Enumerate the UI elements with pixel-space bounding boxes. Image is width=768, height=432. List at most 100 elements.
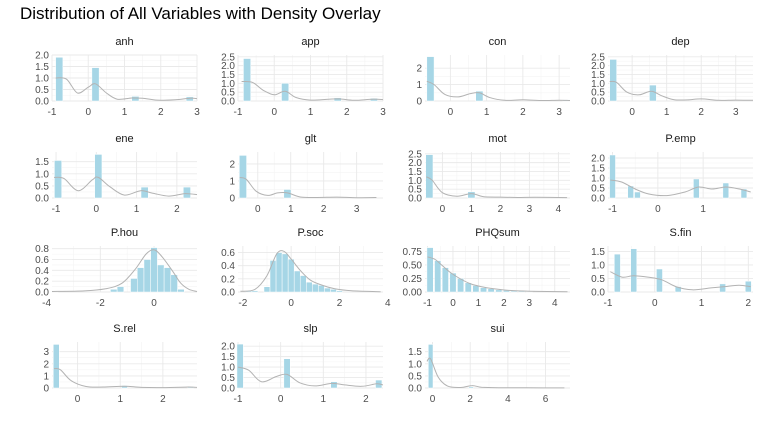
x-tick-label: 1: [288, 204, 294, 215]
chart-title: Distribution of All Variables with Densi…: [20, 4, 381, 23]
histogram-bar: [627, 185, 634, 199]
x-tick-label: 0: [94, 204, 100, 215]
x-tick-label: 0: [448, 107, 454, 118]
y-tick-label: 0: [229, 194, 235, 205]
y-tick-label: 1.0: [408, 176, 422, 187]
facet-strip-label: sui: [490, 323, 504, 335]
x-tick-label: 0: [655, 204, 661, 215]
y-tick-label: 0: [43, 384, 49, 395]
x-tick-label: 1: [308, 107, 314, 118]
density-curve: [241, 80, 384, 101]
histogram-bar: [722, 182, 730, 199]
histogram-bar: [150, 247, 158, 293]
histogram-bar: [441, 267, 449, 293]
facet-panel-mot: mot 0.00.51.01.52.02.5 0 1 2 3 4: [408, 133, 570, 215]
x-tick-label: 0: [288, 298, 294, 309]
histogram-bar: [263, 286, 271, 293]
x-tick-label: 1: [122, 107, 128, 118]
facet-strip-label: app: [301, 36, 319, 48]
x-tick-label: -1: [52, 204, 61, 215]
histogram-bar: [336, 290, 343, 293]
histogram-bar: [426, 56, 435, 102]
y-tick-label: 1.5: [591, 247, 605, 258]
y-tick-label: 0.5: [591, 88, 605, 99]
histogram-bar: [468, 386, 474, 389]
histogram-bar: [131, 96, 140, 102]
facet-strip-label: con: [489, 36, 507, 48]
histogram-bar: [53, 344, 60, 389]
x-tick-label: 2: [337, 298, 343, 309]
histogram-bar: [55, 57, 64, 102]
histogram-bar: [425, 154, 434, 199]
histogram-bar: [183, 186, 191, 199]
facet-strip-label: glt: [305, 133, 317, 145]
x-tick-label: 1: [699, 298, 705, 309]
histogram-bar: [116, 286, 125, 293]
facet-strip-label: PHQsum: [475, 227, 520, 239]
x-tick-label: -4: [42, 298, 51, 309]
facet-panel-p-hou: P.hou 0.00.20.40.60.8 -4 -2 0: [35, 227, 198, 309]
y-tick-label: 2.5: [591, 52, 605, 63]
x-tick-label: 2: [321, 204, 327, 215]
x-tick-label: -1: [608, 204, 617, 215]
density-curve: [55, 77, 198, 101]
y-tick-label: 0.0: [35, 194, 49, 205]
y-tick-label: 0.8: [35, 244, 49, 255]
y-tick-label: 1.0: [591, 79, 605, 90]
facet-panel-con: con 0 1 2 0 1 2 3: [416, 36, 571, 118]
x-tick-label: 3: [354, 204, 360, 215]
histogram-bar: [163, 267, 172, 293]
histogram-bar: [480, 287, 487, 293]
x-tick-label: 2: [746, 298, 752, 309]
x-tick-label: 1: [476, 298, 482, 309]
y-tick-label: 1.5: [221, 70, 235, 81]
x-tick-label: 3: [194, 107, 200, 118]
y-tick-label: 1.0: [408, 359, 422, 370]
histogram-bar: [434, 260, 442, 293]
density-curve: [610, 179, 751, 197]
density-curve: [427, 256, 568, 293]
y-tick-label: 0.4: [35, 266, 49, 277]
y-tick-label: 0.2: [35, 277, 49, 288]
facet-panel-ene: ene 0.0 0.51.01.5 -1 0 1 2: [35, 133, 198, 215]
histogram-bar: [330, 381, 338, 389]
y-tick-label: 1.5: [221, 352, 235, 363]
histogram-bar: [140, 186, 149, 199]
y-tick-label: 0.0: [221, 97, 235, 108]
histogram-bar: [740, 188, 748, 199]
y-tick-label: 1: [416, 80, 422, 91]
facet-strip-label: mot: [488, 133, 506, 145]
facet-panel-sui: sui 0.0 0.51.01.5 0 2 4 6: [408, 323, 570, 405]
histogram-bar: [299, 275, 307, 293]
x-tick-label: -1: [234, 394, 243, 405]
y-tick-label: 0.5: [408, 371, 422, 382]
x-tick-label: 2: [467, 394, 473, 405]
x-tick-label: 1: [134, 204, 140, 215]
y-tick-label: 1.0: [221, 363, 235, 374]
histogram-bar: [251, 290, 259, 293]
facet-strip-label: ene: [115, 133, 133, 145]
density-curve: [609, 80, 754, 101]
density-curve: [426, 357, 565, 389]
y-tick-label: 0.5: [221, 88, 235, 99]
histogram-bar: [243, 58, 251, 102]
x-tick-label: 0: [75, 394, 81, 405]
histogram-bar: [137, 267, 145, 293]
density-curve: [51, 249, 198, 292]
facet-strip-label: P.hou: [111, 227, 138, 239]
histogram-bar: [177, 289, 185, 293]
y-tick-label: 2: [416, 64, 422, 75]
histogram-bar: [614, 253, 621, 293]
histogram-bar: [110, 289, 118, 293]
x-tick-label: 0: [85, 107, 91, 118]
x-tick-label: 4: [385, 298, 391, 309]
facet-panel-slp: slp 0.00.51.01.52.0 -1 0 1 2: [221, 323, 384, 405]
y-tick-label: 0.6: [221, 248, 235, 259]
x-tick-label: 4: [556, 204, 562, 215]
y-tick-label: 2.0: [591, 61, 605, 72]
y-tick-label: 0.0: [591, 97, 605, 108]
histogram-bar: [318, 285, 325, 293]
facet-panel-phqsum: PHQsum 0.00 0.25 0.50 0.75 -1 0 1 2 3 4: [403, 227, 570, 309]
histogram-bar: [157, 264, 165, 293]
y-tick-label: 0.0: [408, 194, 422, 205]
